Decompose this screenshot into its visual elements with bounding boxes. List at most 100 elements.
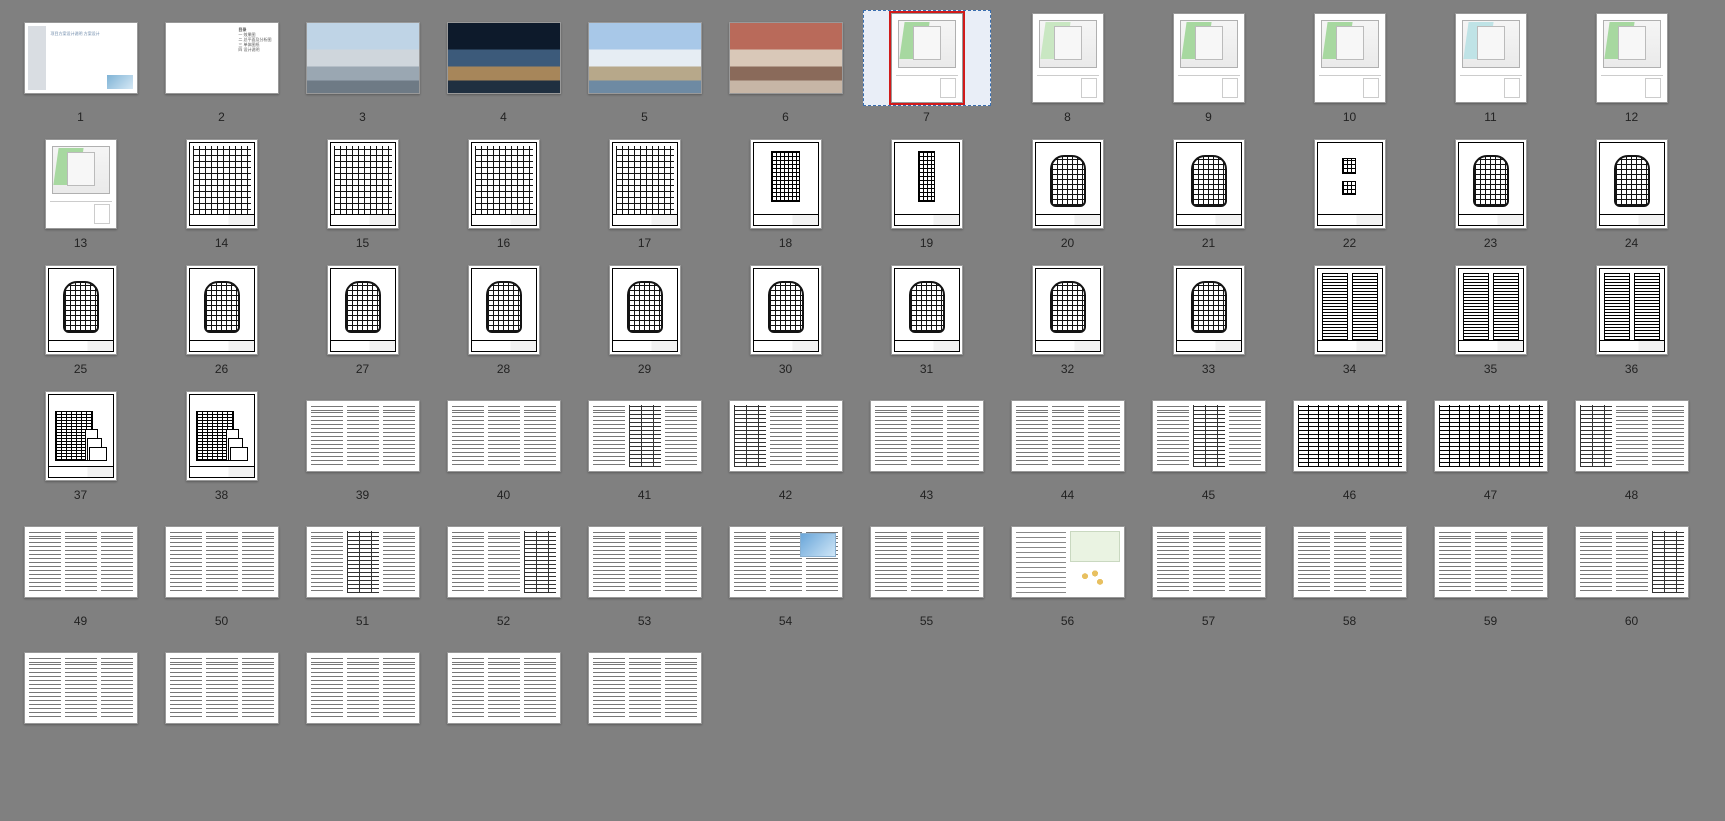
thumbnail-cell[interactable]: 44	[997, 388, 1138, 502]
thumbnail-cell[interactable]: 35	[1420, 262, 1561, 376]
thumbnail-page[interactable]	[165, 526, 279, 598]
thumbnail-frame[interactable]	[1004, 514, 1132, 610]
thumbnail-page[interactable]	[468, 265, 540, 355]
thumbnail-cell[interactable]: 25	[10, 262, 151, 376]
thumbnail-cell[interactable]: 目录一 效果图二 总平面及分析图三 单体图纸四 设计说明2	[151, 10, 292, 124]
thumbnail-frame[interactable]	[1145, 514, 1273, 610]
thumbnail-frame[interactable]	[299, 262, 427, 358]
thumbnail-cell[interactable]: 10	[1279, 10, 1420, 124]
thumbnail-frame[interactable]	[158, 136, 286, 232]
thumbnail-cell[interactable]	[151, 640, 292, 752]
thumbnail-cell[interactable]: 13	[10, 136, 151, 250]
thumbnail-cell[interactable]: 30	[715, 262, 856, 376]
thumbnail-frame[interactable]	[1568, 136, 1696, 232]
thumbnail-cell[interactable]: 29	[574, 262, 715, 376]
thumbnail-cell[interactable]: 52	[433, 514, 574, 628]
thumbnail-page[interactable]	[447, 526, 561, 598]
thumbnail-page[interactable]	[1596, 13, 1668, 103]
thumbnail-cell[interactable]: 27	[292, 262, 433, 376]
thumbnail-cell[interactable]: 31	[856, 262, 997, 376]
thumbnail-frame[interactable]	[1004, 10, 1132, 106]
thumbnail-cell[interactable]: 23	[1420, 136, 1561, 250]
thumbnail-page[interactable]	[870, 526, 984, 598]
thumbnail-cell[interactable]: 6	[715, 10, 856, 124]
thumbnail-frame[interactable]	[1568, 10, 1696, 106]
thumbnail-page[interactable]	[306, 526, 420, 598]
thumbnail-cell[interactable]: 36	[1561, 262, 1702, 376]
thumbnail-frame[interactable]	[863, 388, 991, 484]
thumbnail-cell[interactable]: 18	[715, 136, 856, 250]
thumbnail-frame[interactable]	[158, 388, 286, 484]
thumbnail-cell[interactable]: 53	[574, 514, 715, 628]
thumbnail-frame[interactable]	[1427, 10, 1555, 106]
thumbnail-cell[interactable]: 24	[1561, 136, 1702, 250]
thumbnail-frame[interactable]: 目录一 效果图二 总平面及分析图三 单体图纸四 设计说明	[158, 10, 286, 106]
thumbnail-page[interactable]	[1011, 526, 1125, 598]
thumbnail-cell[interactable]: 46	[1279, 388, 1420, 502]
thumbnail-cell[interactable]: 5	[574, 10, 715, 124]
thumbnail-frame[interactable]	[863, 514, 991, 610]
thumbnail-cell[interactable]: 51	[292, 514, 433, 628]
thumbnail-page[interactable]	[327, 139, 399, 229]
thumbnail-page[interactable]	[1314, 265, 1386, 355]
thumbnail-frame[interactable]	[1427, 514, 1555, 610]
thumbnail-frame[interactable]	[299, 136, 427, 232]
thumbnail-cell[interactable]: 32	[997, 262, 1138, 376]
thumbnail-frame[interactable]	[581, 262, 709, 358]
thumbnail-cell[interactable]: 3	[292, 10, 433, 124]
thumbnail-cell[interactable]: 15	[292, 136, 433, 250]
thumbnail-cell[interactable]: 26	[151, 262, 292, 376]
thumbnail-cell[interactable]	[10, 640, 151, 752]
thumbnail-frame[interactable]	[722, 10, 850, 106]
thumbnail-page[interactable]	[1455, 139, 1527, 229]
thumbnail-page[interactable]	[1434, 400, 1548, 472]
thumbnail-cell[interactable]: 41	[574, 388, 715, 502]
thumbnail-cell[interactable]: 45	[1138, 388, 1279, 502]
thumbnail-cell[interactable]: 47	[1420, 388, 1561, 502]
thumbnail-page[interactable]	[45, 139, 117, 229]
thumbnail-frame[interactable]	[17, 640, 145, 736]
thumbnail-cell[interactable]	[574, 640, 715, 752]
thumbnail-frame[interactable]	[722, 514, 850, 610]
thumbnail-frame[interactable]	[581, 10, 709, 106]
thumbnail-page[interactable]	[1596, 265, 1668, 355]
thumbnail-cell[interactable]: 16	[433, 136, 574, 250]
thumbnail-frame[interactable]	[581, 514, 709, 610]
thumbnail-cell[interactable]: 60	[1561, 514, 1702, 628]
thumbnail-page[interactable]: 项目方案设计说明 方案设计	[24, 22, 138, 94]
thumbnail-frame[interactable]	[1286, 514, 1414, 610]
thumbnail-cell[interactable]: 项目方案设计说明 方案设计1	[10, 10, 151, 124]
thumbnail-frame[interactable]	[581, 640, 709, 736]
thumbnail-frame[interactable]	[1427, 388, 1555, 484]
thumbnail-frame[interactable]	[440, 640, 568, 736]
thumbnail-page[interactable]	[186, 139, 258, 229]
thumbnail-cell[interactable]: 40	[433, 388, 574, 502]
thumbnail-page[interactable]	[1575, 400, 1689, 472]
thumbnail-page[interactable]	[1455, 265, 1527, 355]
thumbnail-frame[interactable]	[158, 514, 286, 610]
thumbnail-frame[interactable]	[1568, 388, 1696, 484]
thumbnail-cell[interactable]: 9	[1138, 10, 1279, 124]
thumbnail-cell[interactable]: 12	[1561, 10, 1702, 124]
thumbnail-frame[interactable]	[17, 514, 145, 610]
thumbnail-cell[interactable]	[433, 640, 574, 752]
thumbnail-frame[interactable]	[299, 10, 427, 106]
thumbnail-cell[interactable]: 22	[1279, 136, 1420, 250]
thumbnail-page[interactable]	[1173, 265, 1245, 355]
thumbnail-frame[interactable]	[1427, 136, 1555, 232]
thumbnail-frame[interactable]	[17, 388, 145, 484]
thumbnail-page[interactable]	[750, 139, 822, 229]
thumbnail-cell[interactable]: 42	[715, 388, 856, 502]
thumbnail-frame[interactable]	[440, 10, 568, 106]
thumbnail-frame[interactable]	[299, 388, 427, 484]
thumbnail-cell[interactable]: 58	[1279, 514, 1420, 628]
thumbnail-page[interactable]	[1434, 526, 1548, 598]
thumbnail-page[interactable]	[609, 139, 681, 229]
thumbnail-frame[interactable]	[1568, 262, 1696, 358]
thumbnail-frame[interactable]	[863, 262, 991, 358]
thumbnail-page[interactable]	[1455, 13, 1527, 103]
thumbnail-frame[interactable]	[722, 388, 850, 484]
thumbnail-page[interactable]	[609, 265, 681, 355]
thumbnail-page[interactable]	[447, 652, 561, 724]
thumbnail-page[interactable]	[729, 526, 843, 598]
